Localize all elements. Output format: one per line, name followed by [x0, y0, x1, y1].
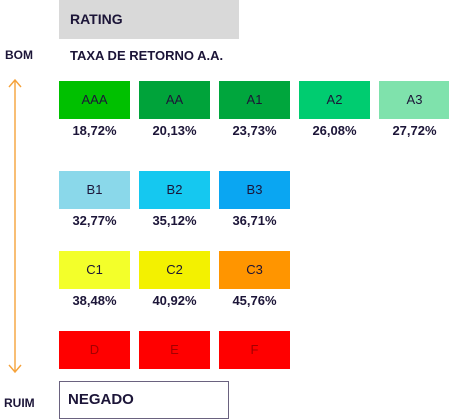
return-rate-b3: 36,71%: [232, 213, 277, 228]
rating-tile-e: E: [139, 331, 210, 369]
return-rate-a3: 27,72%: [392, 123, 437, 138]
rating-tile-c3: C3: [219, 251, 290, 289]
scale-bottom-label: RUIM: [4, 396, 35, 410]
rating-tile-a2: A2: [299, 81, 370, 119]
return-rate-aa: 20,13%: [152, 123, 197, 138]
rating-tile-aa: AA: [139, 81, 210, 119]
rating-tile-b3: B3: [219, 171, 290, 209]
return-rate-subtitle: TAXA DE RETORNO A.A.: [70, 48, 224, 63]
return-rate-b2: 35,12%: [152, 213, 197, 228]
rating-tile-c1: C1: [59, 251, 130, 289]
return-rate-b1: 32,77%: [72, 213, 117, 228]
denied-box: NEGADO: [59, 381, 229, 419]
return-rate-c2: 40,92%: [152, 293, 197, 308]
scale-arrow-icon: [8, 78, 22, 374]
rating-tile-b2: B2: [139, 171, 210, 209]
denied-label: NEGADO: [68, 391, 134, 408]
rating-tile-a1: A1: [219, 81, 290, 119]
return-rate-c1: 38,48%: [72, 293, 117, 308]
return-rate-aaa: 18,72%: [72, 123, 117, 138]
rating-tile-a3: A3: [379, 81, 449, 119]
rating-tile-c2: C2: [139, 251, 210, 289]
return-rate-a1: 23,73%: [232, 123, 277, 138]
rating-tile-b1: B1: [59, 171, 130, 209]
rating-tile-aaa: AAA: [59, 81, 130, 119]
rating-tile-f: F: [219, 331, 290, 369]
rating-header: RATING: [59, 0, 239, 39]
return-rate-a2: 26,08%: [312, 123, 357, 138]
return-rate-c3: 45,76%: [232, 293, 277, 308]
scale-top-label: BOM: [5, 48, 33, 62]
rating-tile-d: D: [59, 331, 130, 369]
